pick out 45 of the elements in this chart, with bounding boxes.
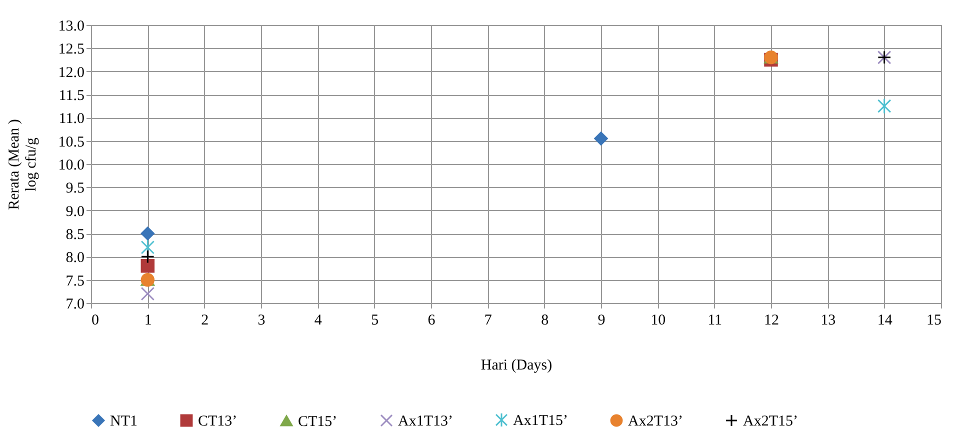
x-tick-label: 10	[650, 312, 666, 328]
y-tick-label: 8.0	[66, 250, 84, 266]
y-tick-label: 10.0	[58, 158, 84, 174]
y-tick-label: 7.5	[66, 273, 84, 290]
point	[594, 132, 608, 146]
y-tick-label: 10.5	[58, 134, 84, 150]
y-tick-label: 7.0	[66, 296, 84, 312]
legend-label: Ax2T15’	[743, 414, 798, 430]
x-tick-label: 2	[201, 312, 209, 328]
legend-label: CT15’	[298, 414, 338, 430]
legend-label: Ax2T13’	[628, 414, 683, 430]
legend-label: Ax1T15’	[513, 412, 568, 429]
x-axis-title: Hari (Days)	[480, 358, 552, 374]
y-tick-label: 12.5	[58, 42, 84, 58]
x-tick-label: 6	[428, 312, 436, 328]
y-tick-label: 9.5	[66, 180, 84, 197]
legend-label: Ax1T13’	[398, 414, 453, 430]
x-tick-label: 5	[371, 312, 379, 328]
x-tick-label: 7	[484, 312, 492, 328]
x-tick-label: 14	[877, 312, 893, 328]
point	[140, 250, 155, 264]
legend-label: CT13’	[198, 414, 238, 430]
y-tick-label: 12.0	[58, 64, 84, 81]
y-tick-label: 13.0	[58, 18, 84, 34]
y-tick-label: 9.0	[66, 204, 84, 220]
x-tick-label: 1	[144, 312, 152, 328]
point	[140, 286, 155, 301]
legend-label: NT1	[110, 414, 138, 430]
x-tick-label: 11	[708, 312, 722, 328]
x-tick-label: 3	[258, 312, 266, 328]
y-axis-title: Rerata (Mean ) log cfu/g	[6, 119, 40, 210]
x-tick-label: 12	[764, 312, 779, 328]
point	[140, 226, 155, 240]
y-tick-label: 11.0	[58, 111, 84, 128]
y-tick-label: 11.5	[58, 88, 84, 104]
point	[140, 239, 155, 256]
x-tick-label: 8	[541, 312, 549, 328]
point	[877, 98, 892, 114]
x-tick-label: 0	[92, 312, 99, 328]
x-tick-label: 9	[598, 312, 606, 328]
point	[140, 259, 155, 273]
x-tick-label: 13	[820, 312, 836, 328]
y-tick-label: 8.5	[66, 227, 84, 243]
x-tick-label: 15	[926, 312, 942, 328]
x-tick-label: 4	[314, 312, 322, 328]
